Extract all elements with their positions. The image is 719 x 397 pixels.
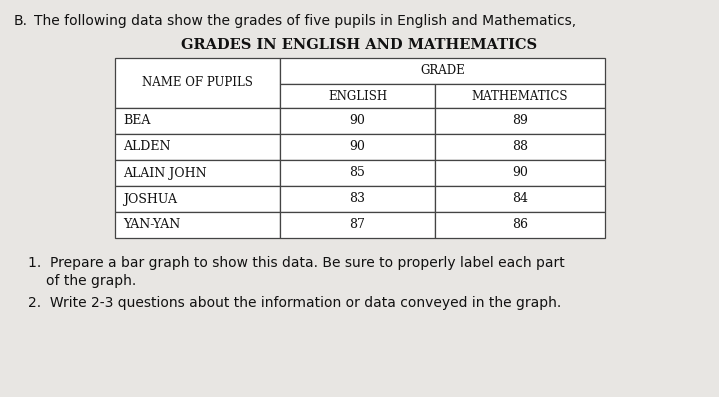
- Text: JOSHUA: JOSHUA: [123, 193, 177, 206]
- Text: 87: 87: [349, 218, 365, 231]
- Text: ENGLISH: ENGLISH: [328, 89, 387, 102]
- Bar: [280, 84, 435, 108]
- Text: MATHEMATICS: MATHEMATICS: [472, 89, 568, 102]
- Text: 90: 90: [512, 166, 528, 179]
- Bar: [435, 186, 605, 212]
- Text: 83: 83: [349, 193, 365, 206]
- Bar: [115, 160, 280, 186]
- Bar: [280, 160, 435, 186]
- Bar: [435, 134, 605, 160]
- Bar: [280, 108, 435, 134]
- Bar: [435, 84, 605, 108]
- Text: ALDEN: ALDEN: [123, 141, 170, 154]
- Bar: [280, 212, 435, 238]
- Text: ALAIN JOHN: ALAIN JOHN: [123, 166, 206, 179]
- Text: GRADE: GRADE: [420, 64, 465, 77]
- Bar: [115, 134, 280, 160]
- Text: B.: B.: [14, 14, 28, 28]
- Bar: [280, 186, 435, 212]
- Text: GRADES IN ENGLISH AND MATHEMATICS: GRADES IN ENGLISH AND MATHEMATICS: [181, 38, 538, 52]
- Text: 89: 89: [512, 114, 528, 127]
- Text: BEA: BEA: [123, 114, 150, 127]
- Bar: [115, 58, 280, 108]
- Text: of the graph.: of the graph.: [46, 274, 136, 288]
- Bar: [115, 212, 280, 238]
- Text: 85: 85: [349, 166, 365, 179]
- Text: 88: 88: [512, 141, 528, 154]
- Text: NAME OF PUPILS: NAME OF PUPILS: [142, 77, 253, 89]
- Bar: [280, 58, 605, 84]
- Text: 84: 84: [512, 193, 528, 206]
- Text: 90: 90: [349, 141, 365, 154]
- Text: 90: 90: [349, 114, 365, 127]
- Bar: [435, 212, 605, 238]
- Bar: [115, 108, 280, 134]
- Bar: [280, 134, 435, 160]
- Bar: [435, 108, 605, 134]
- Bar: [115, 186, 280, 212]
- Text: The following data show the grades of five pupils in English and Mathematics,: The following data show the grades of fi…: [34, 14, 576, 28]
- Text: 86: 86: [512, 218, 528, 231]
- Text: YAN-YAN: YAN-YAN: [123, 218, 180, 231]
- Text: 1.  Prepare a bar graph to show this data. Be sure to properly label each part: 1. Prepare a bar graph to show this data…: [28, 256, 564, 270]
- Text: 2.  Write 2-3 questions about the information or data conveyed in the graph.: 2. Write 2-3 questions about the informa…: [28, 296, 562, 310]
- Bar: [435, 160, 605, 186]
